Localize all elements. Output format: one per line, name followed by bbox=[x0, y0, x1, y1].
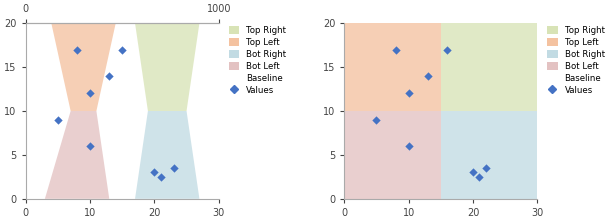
Point bbox=[468, 171, 478, 174]
Point bbox=[85, 144, 95, 148]
Point bbox=[404, 92, 414, 95]
Legend: Top Right, Top Left, Bot Right, Bot Left, Baseline, Values: Top Right, Top Left, Bot Right, Bot Left… bbox=[227, 24, 288, 97]
Polygon shape bbox=[51, 23, 115, 111]
Point bbox=[404, 144, 414, 148]
Polygon shape bbox=[135, 23, 199, 111]
Point bbox=[104, 74, 114, 78]
Point bbox=[481, 166, 491, 170]
Point bbox=[85, 92, 95, 95]
Point bbox=[72, 48, 82, 51]
Polygon shape bbox=[135, 111, 199, 199]
Point bbox=[53, 118, 63, 122]
Point bbox=[391, 48, 401, 51]
Polygon shape bbox=[45, 111, 109, 199]
Point bbox=[169, 166, 178, 170]
Point bbox=[117, 48, 127, 51]
Point bbox=[150, 171, 159, 174]
Point bbox=[371, 118, 381, 122]
Point bbox=[156, 175, 166, 179]
Point bbox=[442, 48, 452, 51]
Point bbox=[423, 74, 433, 78]
Legend: Top Right, Top Left, Bot Right, Bot Left, Baseline, Values: Top Right, Top Left, Bot Right, Bot Left… bbox=[546, 24, 606, 97]
Point bbox=[475, 175, 485, 179]
